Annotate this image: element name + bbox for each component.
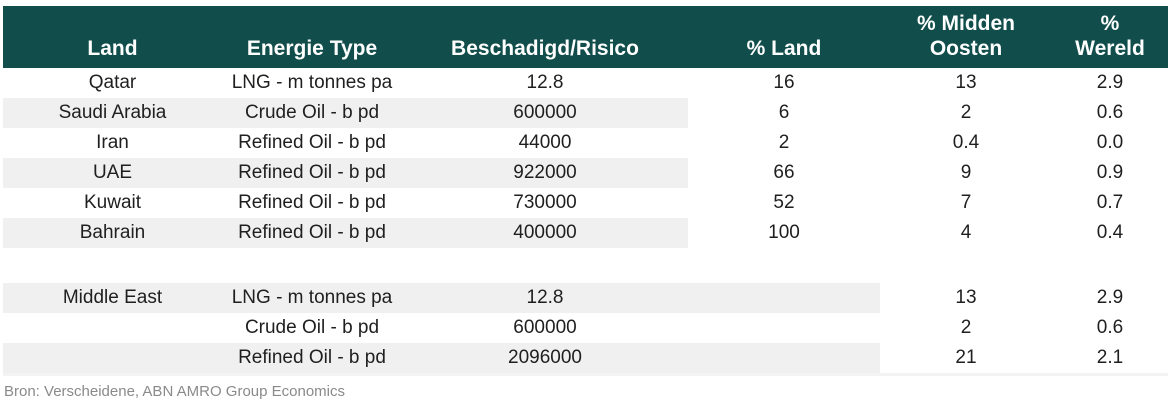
cell-land: UAE (3, 158, 222, 188)
cell-damaged-risk: 400000 (402, 218, 688, 248)
cell-energy-type: LNG - m tonnes pa (222, 283, 402, 313)
cell-pct-midden-oosten: 13 (955, 72, 977, 93)
header-damaged-risk: Beschadigd/Risico (451, 37, 639, 60)
energy-damage-risk-table: Land Energie Type Beschadigd/Risico % La… (3, 6, 1168, 376)
cell-land: Saudi Arabia (3, 98, 222, 128)
header-pct-midden-oosten: % Midden Oosten (917, 12, 1015, 60)
table-row-qatar: Qatar LNG - m tonnes pa 12.8 16 13 2.9 (3, 68, 1168, 98)
cell-pct-land: 2 (778, 132, 790, 153)
cell-pct-land: 66 (773, 162, 795, 183)
table-row-iran: Iran Refined Oil - b pd 44000 2 0.4 0.0 (3, 128, 1168, 158)
cell-energy-type: Crude Oil - b pd (222, 98, 402, 128)
cell-pct-wereld: 2.9 (1096, 287, 1124, 308)
cell-pct-land: 52 (773, 192, 795, 213)
cell-pct-midden-oosten: 9 (960, 162, 972, 183)
source-note: Bron: Verscheidene, ABN AMRO Group Econo… (4, 383, 345, 400)
table-row-saudi-arabia: Saudi Arabia Crude Oil - b pd 600000 6 2… (3, 98, 1168, 128)
table-row-middle-east-lng: Middle East LNG - m tonnes pa 12.8 13 2.… (3, 283, 1168, 313)
cell-energy-type: Refined Oil - b pd (222, 343, 402, 373)
cell-pct-midden-oosten: 4 (960, 222, 972, 243)
table-row-bahrain: Bahrain Refined Oil - b pd 400000 100 4 … (3, 218, 1168, 248)
cell-pct-land: 16 (773, 72, 795, 93)
cell-pct-midden-oosten: 7 (960, 192, 972, 213)
cell-energy-type: Refined Oil - b pd (222, 158, 402, 188)
cell-land: Bahrain (3, 218, 222, 248)
cell-damaged-risk: 12.8 (526, 72, 564, 93)
table-bottom-divider (3, 373, 1168, 376)
cell-pct-wereld: 0.6 (1096, 317, 1124, 338)
header-pct-wereld: % Wereld (1075, 12, 1145, 60)
table-row-kuwait: Kuwait Refined Oil - b pd 730000 52 7 0.… (3, 188, 1168, 218)
cell-land (3, 343, 222, 373)
header-energy-type: Energie Type (246, 37, 378, 60)
cell-pct-midden-oosten: 21 (955, 347, 977, 368)
cell-damaged-risk: 600000 (402, 98, 688, 128)
cell-pct-wereld: 0.9 (1096, 162, 1124, 183)
cell-energy-type: LNG - m tonnes pa (231, 72, 393, 93)
cell-energy-type: Refined Oil - b pd (238, 132, 386, 153)
cell-land: Middle East (3, 283, 222, 313)
cell-energy-type: Crude Oil - b pd (244, 317, 380, 338)
table-row-uae: UAE Refined Oil - b pd 922000 66 9 0.9 (3, 158, 1168, 188)
cell-damaged-risk: 12.8 (402, 283, 688, 313)
cell-pct-midden-oosten: 2 (960, 317, 972, 338)
cell-land: Iran (96, 132, 129, 153)
table-row-middle-east-refined: Refined Oil - b pd 2096000 21 2.1 (3, 343, 1168, 373)
cell-pct-midden-oosten: 0.4 (952, 132, 980, 153)
cell-damaged-risk: 600000 (513, 317, 577, 338)
cell-pct-land (688, 283, 880, 313)
table-section-gap (3, 248, 1168, 283)
cell-pct-midden-oosten: 13 (955, 287, 977, 308)
cell-pct-wereld: 2.9 (1096, 72, 1124, 93)
cell-pct-wereld: 0.0 (1096, 132, 1124, 153)
cell-damaged-risk: 2096000 (402, 343, 688, 373)
cell-damaged-risk: 730000 (513, 192, 577, 213)
cell-pct-land: 100 (768, 222, 800, 243)
cell-pct-wereld: 0.7 (1096, 192, 1124, 213)
cell-pct-wereld: 2.1 (1096, 347, 1124, 368)
header-land: Land (87, 37, 138, 60)
cell-pct-land (688, 313, 880, 343)
cell-pct-land: 6 (778, 102, 790, 123)
cell-pct-wereld: 0.4 (1096, 222, 1124, 243)
table-row-middle-east-crude: Crude Oil - b pd 600000 2 0.6 (3, 313, 1168, 343)
cell-energy-type: Refined Oil - b pd (238, 192, 386, 213)
cell-pct-wereld: 0.6 (1096, 102, 1124, 123)
cell-pct-land (688, 343, 880, 373)
cell-damaged-risk: 922000 (402, 158, 688, 188)
cell-land (3, 313, 222, 343)
cell-land: Kuwait (83, 192, 142, 213)
cell-energy-type: Refined Oil - b pd (222, 218, 402, 248)
table-header-row: Land Energie Type Beschadigd/Risico % La… (3, 6, 1168, 68)
cell-pct-midden-oosten: 2 (960, 102, 972, 123)
cell-damaged-risk: 44000 (518, 132, 572, 153)
header-pct-land: % Land (746, 37, 822, 60)
cell-land: Qatar (88, 72, 137, 93)
